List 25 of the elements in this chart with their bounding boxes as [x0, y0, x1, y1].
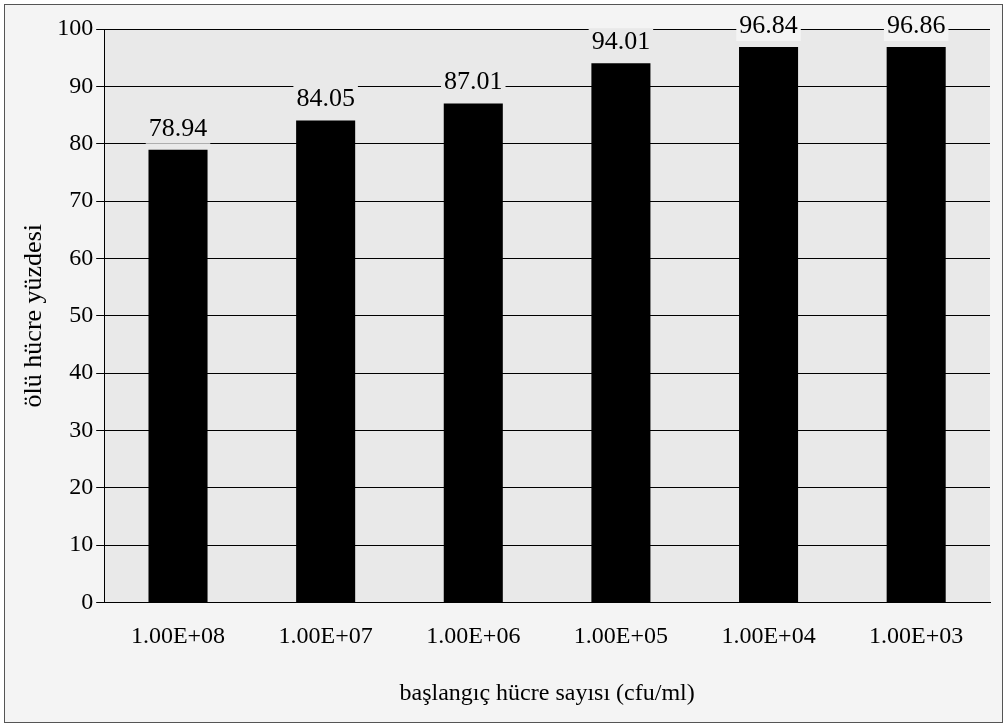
data-label: 84.05 [296, 83, 355, 113]
y-tick-label: 20 [69, 473, 94, 500]
data-label: 96.84 [739, 9, 798, 39]
x-axis-title: başlangıç hücre sayısı (cfu/ml) [399, 678, 695, 705]
data-label: 78.94 [148, 112, 208, 142]
y-tick-label: 90 [69, 71, 94, 98]
y-tick-label: 100 [57, 14, 94, 41]
y-tick-label: 0 [81, 587, 94, 614]
data-label: 94.01 [591, 26, 651, 56]
y-axis-title: ölü hücre yüzdesi [18, 224, 48, 408]
y-tick-label: 10 [69, 530, 94, 557]
y-tick-label: 30 [69, 415, 94, 442]
x-tick-label: 1.00E+04 [721, 622, 816, 649]
y-tick-label: 50 [69, 301, 94, 327]
y-tick-label: 60 [69, 243, 94, 270]
y-tick-label: 40 [69, 358, 94, 385]
x-tick-label: 1.00E+06 [426, 622, 521, 649]
data-label: 96.86 [886, 9, 946, 39]
x-tick-label: 1.00E+07 [278, 622, 373, 649]
y-tick-label: 80 [69, 128, 94, 155]
x-tick-label: 1.00E+03 [869, 622, 964, 649]
y-tick-label: 70 [69, 186, 94, 213]
data-label: 87.01 [444, 66, 503, 96]
x-tick-label: 1.00E+05 [573, 622, 669, 649]
x-tick-label: 1.00E+08 [130, 622, 226, 649]
